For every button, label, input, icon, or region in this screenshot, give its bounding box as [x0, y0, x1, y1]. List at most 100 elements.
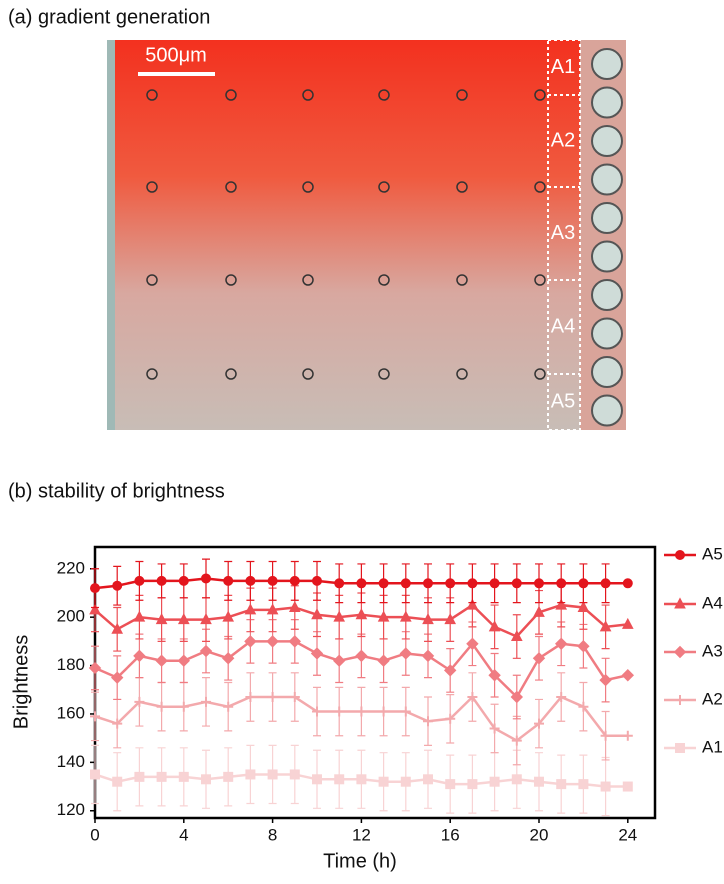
- marker: [621, 669, 635, 682]
- marker: [511, 735, 522, 746]
- marker: [133, 649, 146, 663]
- x-tick-label: 4: [179, 825, 188, 844]
- x-tick-label: 8: [268, 825, 277, 844]
- legend-marker: [674, 597, 686, 609]
- x-axis-label: Time (h): [323, 850, 397, 872]
- panel-b-title: (b) stability of brightness: [8, 480, 225, 502]
- marker: [599, 673, 612, 687]
- marker: [600, 578, 611, 589]
- marker: [555, 598, 568, 610]
- marker: [312, 706, 322, 717]
- legend-label: A5: [702, 544, 723, 563]
- x-tick-label: 0: [90, 825, 99, 844]
- scale-bar-label: 500μm: [145, 44, 207, 66]
- marker: [621, 617, 634, 629]
- marker: [312, 575, 322, 586]
- marker: [178, 575, 189, 586]
- marker: [445, 578, 456, 589]
- y-tick-label: 120: [57, 800, 85, 819]
- marker: [622, 730, 633, 741]
- marker: [622, 781, 633, 792]
- marker: [533, 605, 545, 617]
- marker: [600, 730, 611, 741]
- gradient-region: [115, 40, 580, 430]
- y-tick-label: 200: [57, 607, 85, 626]
- marker: [155, 654, 168, 667]
- marker: [222, 610, 235, 622]
- marker: [288, 600, 301, 612]
- marker: [445, 779, 456, 790]
- marker: [534, 578, 544, 589]
- marker: [201, 696, 211, 707]
- marker: [421, 649, 435, 663]
- marker: [334, 578, 345, 589]
- marker: [467, 578, 478, 589]
- marker: [356, 774, 367, 785]
- marker: [377, 654, 390, 667]
- marker: [267, 692, 278, 703]
- marker: [201, 573, 211, 584]
- marker: [622, 578, 633, 589]
- marker: [510, 629, 523, 642]
- well: [378, 274, 390, 286]
- well: [534, 89, 546, 101]
- y-axis-label: Brightness: [10, 635, 32, 730]
- panel-a-title: (a) gradient generation: [8, 6, 210, 28]
- marker: [245, 769, 256, 780]
- well: [302, 89, 314, 101]
- well: [378, 89, 390, 101]
- marker: [112, 718, 123, 729]
- marker: [399, 610, 412, 622]
- marker: [311, 608, 323, 620]
- marker: [112, 776, 123, 787]
- marker: [467, 779, 478, 790]
- marker: [400, 706, 411, 717]
- side-well: [591, 356, 623, 388]
- well: [456, 181, 468, 193]
- marker: [201, 774, 211, 785]
- marker: [266, 635, 279, 648]
- marker: [112, 580, 123, 591]
- well: [456, 368, 468, 380]
- marker: [556, 692, 567, 703]
- well: [534, 181, 546, 193]
- region-label: A1: [551, 56, 575, 78]
- marker: [356, 578, 367, 589]
- well: [225, 368, 237, 380]
- legend-marker: [675, 743, 685, 753]
- side-well: [591, 317, 623, 350]
- marker: [266, 603, 279, 615]
- region-label: A4: [551, 315, 575, 337]
- marker: [423, 716, 433, 727]
- legend-label: A2: [702, 689, 723, 708]
- marker: [177, 613, 190, 625]
- marker: [578, 578, 589, 589]
- marker: [534, 718, 544, 729]
- marker: [377, 610, 390, 622]
- marker: [488, 620, 501, 632]
- region-box: [547, 39, 581, 431]
- marker: [466, 598, 479, 610]
- marker: [223, 701, 234, 712]
- marker: [221, 652, 235, 665]
- well: [225, 89, 237, 101]
- marker: [334, 774, 345, 785]
- marker: [178, 771, 189, 782]
- marker: [134, 696, 145, 707]
- marker: [223, 771, 234, 782]
- side-well: [591, 125, 623, 157]
- marker: [489, 578, 500, 589]
- y-tick-label: 140: [57, 752, 85, 771]
- marker: [378, 578, 389, 589]
- marker: [156, 701, 167, 712]
- well: [378, 368, 390, 380]
- marker: [511, 578, 522, 589]
- legend-marker: [673, 645, 687, 659]
- marker: [155, 613, 168, 625]
- well: [146, 368, 158, 380]
- region-label: A3: [551, 222, 575, 244]
- marker: [134, 575, 145, 586]
- marker: [289, 575, 300, 586]
- marker: [600, 781, 611, 792]
- marker: [90, 583, 100, 594]
